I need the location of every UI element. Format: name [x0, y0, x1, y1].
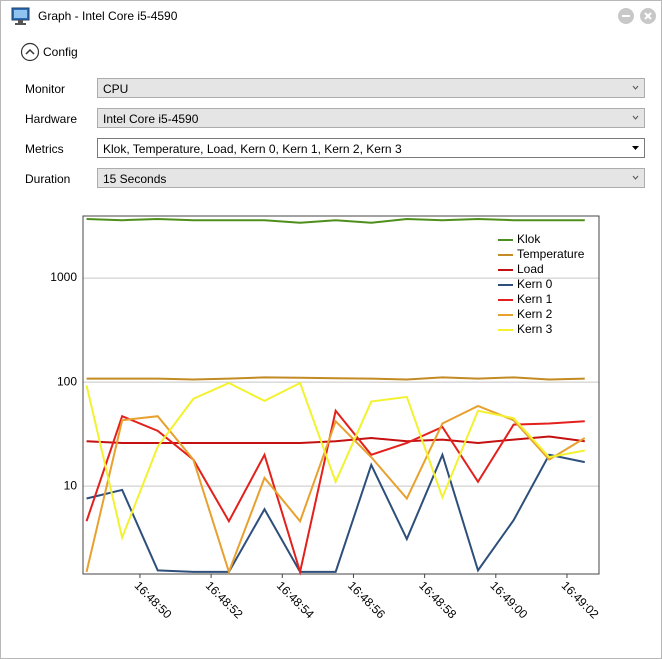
combo-value: Klok, Temperature, Load, Kern 0, Kern 1,… — [103, 142, 402, 156]
combo-value: Intel Core i5-4590 — [103, 112, 199, 126]
x-tick-label: 16:49:00 — [487, 578, 530, 621]
field-label: Metrics — [25, 142, 64, 156]
y-tick-label: 1000 — [50, 270, 77, 284]
series-line — [86, 217, 585, 224]
x-tick-label: 16:48:50 — [132, 578, 175, 621]
legend-label: Kern 3 — [517, 322, 553, 336]
window-title: Graph - Intel Core i5-4590 — [38, 9, 178, 23]
series-line — [85, 408, 585, 576]
x-tick-label: 16:48:58 — [416, 578, 459, 621]
legend-label: Kern 2 — [517, 307, 553, 321]
dropdown-arrow — [632, 175, 639, 180]
app-icon — [11, 7, 30, 25]
legend-label: Load — [517, 262, 544, 276]
legend-label: Kern 1 — [517, 292, 553, 306]
series-line — [85, 381, 585, 541]
combo-value: CPU — [103, 82, 129, 96]
title-bar: Graph - Intel Core i5-4590 — [1, 1, 661, 31]
plot-frame — [82, 215, 600, 575]
field-label: Monitor — [25, 82, 66, 96]
legend-label: Temperature — [517, 247, 585, 261]
series-line — [86, 451, 585, 573]
form-row: Monitor CPU — [25, 78, 645, 100]
form-row: Metrics Klok, Temperature, Load, Kern 0, … — [25, 138, 645, 160]
x-tick-label: 16:48:56 — [345, 578, 388, 621]
y-tick-label: 10 — [64, 478, 78, 492]
form-row: Hardware Intel Core i5-4590 — [25, 108, 645, 130]
y-tick-label: 100 — [57, 374, 77, 388]
legend-label: Kern 0 — [517, 277, 553, 291]
dropdown-arrow — [632, 146, 639, 150]
field-label: Hardware — [25, 112, 78, 126]
legend-label: Klok — [517, 232, 541, 246]
config-label[interactable]: Config — [43, 45, 78, 59]
dropdown-arrow — [632, 85, 639, 90]
x-tick-label: 16:49:02 — [559, 578, 602, 621]
combo-box[interactable]: CPU — [97, 78, 645, 98]
series-line — [86, 435, 585, 444]
field-label: Duration — [25, 172, 71, 186]
form-row: Duration 15 Seconds — [25, 168, 645, 190]
x-tick-label: 16:48:54 — [274, 578, 317, 621]
series-line — [86, 376, 585, 381]
combo-value: 15 Seconds — [103, 172, 167, 186]
combo-box[interactable]: Intel Core i5-4590 — [97, 108, 645, 128]
minimize-button[interactable] — [617, 7, 635, 25]
combo-box[interactable]: Klok, Temperature, Load, Kern 0, Kern 1,… — [97, 138, 645, 158]
chart: 10 100 1000 16:48:50 16:48:52 16:48:54 16:48:5… — [50, 215, 602, 622]
expander-toggle[interactable] — [20, 42, 40, 62]
x-tick-label: 16:48:52 — [203, 578, 246, 621]
close-button[interactable] — [639, 7, 657, 25]
dropdown-arrow — [632, 115, 639, 120]
combo-box[interactable]: 15 Seconds — [97, 168, 645, 188]
